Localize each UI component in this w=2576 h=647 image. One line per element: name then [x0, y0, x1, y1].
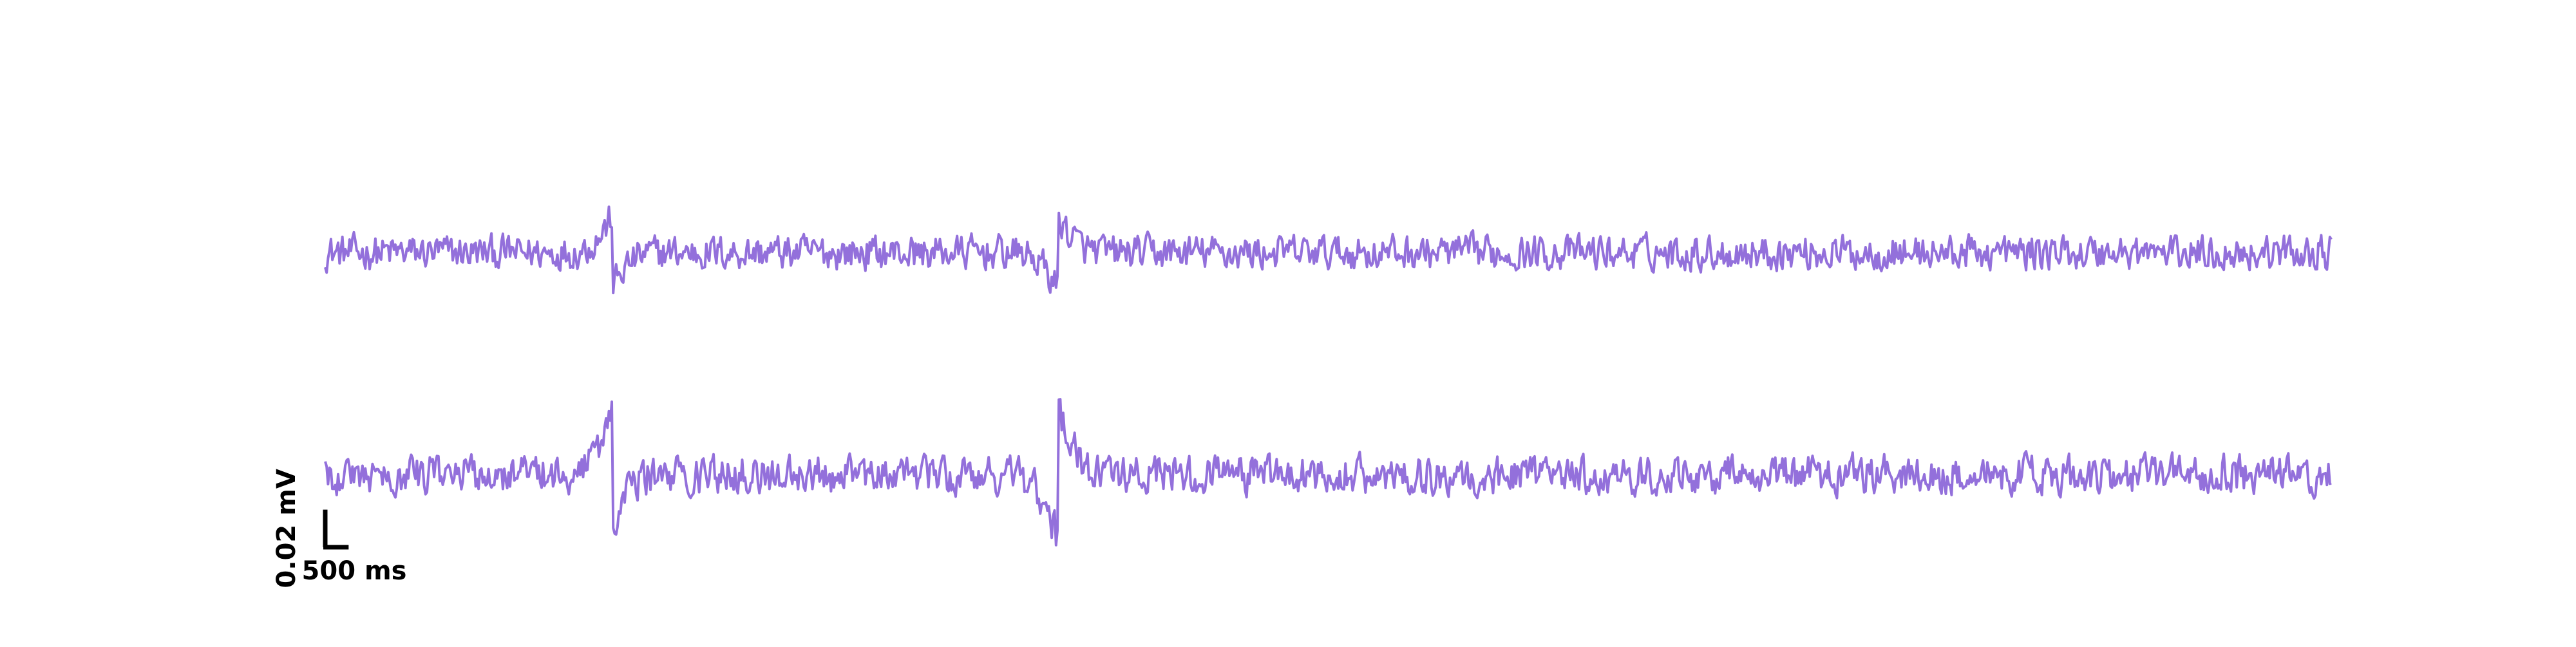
scale-bar-x-label: 500 ms [302, 556, 407, 586]
scale-bar-y-label: 0.02 mV [272, 469, 301, 588]
traces [324, 205, 2333, 547]
trace-line-1 [324, 205, 2333, 295]
scale-bar: 500 ms 0.02 mV [272, 469, 406, 588]
trace-line-2 [324, 398, 2332, 547]
